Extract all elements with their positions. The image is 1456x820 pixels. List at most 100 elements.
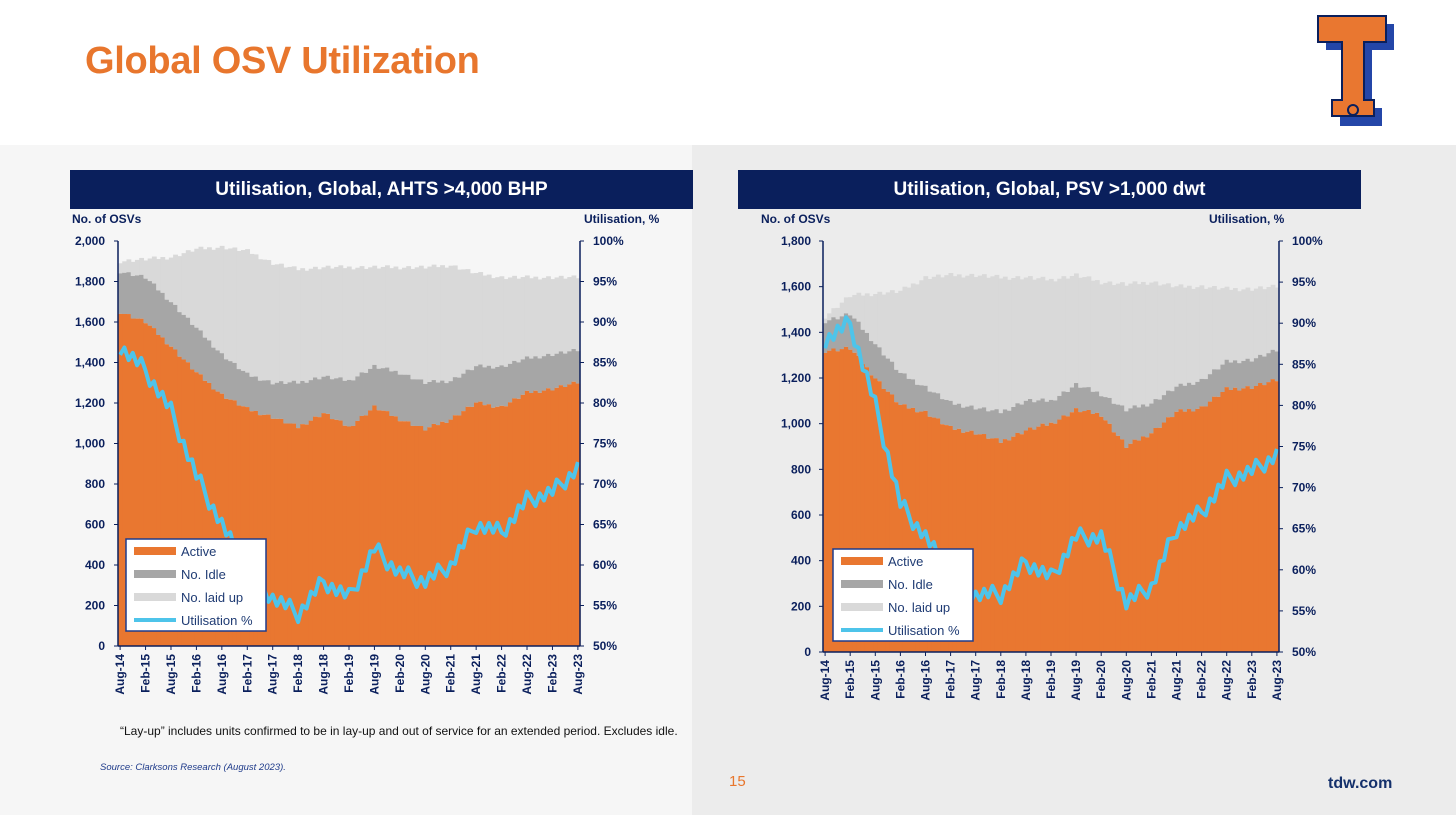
laid-up-bar [283, 267, 289, 384]
laid-up-bar [168, 257, 174, 303]
laid-up-bar [1023, 277, 1029, 401]
idle-bar [363, 372, 369, 416]
laid-up-bar [852, 294, 858, 319]
y-tick-label: 1,200 [781, 371, 811, 385]
active-bar [410, 425, 416, 646]
active-bar [550, 390, 556, 646]
idle-bar [185, 317, 191, 363]
idle-bar [948, 400, 954, 426]
idle-bar [312, 377, 318, 417]
active-bar [998, 442, 1004, 652]
idle-bar [512, 360, 518, 399]
x-tick-label: Feb-18 [291, 654, 305, 693]
idle-bar [168, 302, 174, 347]
idle-bar [1128, 408, 1134, 444]
active-bar [1191, 411, 1196, 652]
active-bar [1186, 409, 1192, 652]
active-bar [994, 438, 1000, 652]
idle-bar [410, 379, 416, 426]
laid-up-bar [410, 268, 416, 380]
idle-bar [478, 364, 484, 402]
website-link[interactable]: tdw.com [1328, 775, 1393, 792]
idle-bar [1069, 387, 1075, 413]
active-bar [1011, 436, 1017, 652]
laid-up-bar [529, 278, 534, 359]
active-bar [1044, 425, 1050, 652]
x-tick-label: Feb-16 [893, 660, 907, 699]
active-bar [147, 325, 153, 646]
idle-bar [923, 385, 929, 411]
active-bar [440, 421, 445, 646]
idle-bar [927, 391, 933, 417]
idle-bar [1237, 363, 1242, 391]
active-bar [948, 425, 954, 652]
idle-bar [1078, 387, 1083, 413]
idle-bar [465, 369, 471, 407]
laid-up-bar [969, 273, 975, 406]
active-bar [160, 337, 166, 646]
idle-bar [1153, 399, 1159, 429]
laid-up-bar [915, 284, 920, 385]
y2-tick-label: 95% [1292, 275, 1316, 289]
active-bar [1140, 436, 1146, 652]
idle-bar [452, 377, 458, 416]
laid-up-bar [973, 277, 979, 410]
active-bar [202, 380, 208, 646]
laid-up-bar [977, 275, 983, 409]
laid-up-bar [558, 275, 564, 352]
laid-up-bar [452, 265, 458, 378]
laid-up-bar [300, 268, 306, 381]
idle-bar [296, 383, 301, 429]
idle-bar [490, 368, 496, 408]
idle-bar [1111, 403, 1117, 433]
laid-up-bar [1015, 276, 1021, 404]
idle-bar [956, 403, 962, 429]
laid-up-bar [1166, 283, 1171, 391]
active-bar [1182, 411, 1188, 652]
idle-bar [469, 370, 475, 407]
active-bar [516, 398, 522, 646]
idle-bar [385, 367, 390, 412]
laid-up-bar [563, 278, 568, 354]
laid-up-bar [823, 318, 828, 324]
y2-tick-label: 60% [593, 558, 617, 572]
idle-bar [1216, 369, 1222, 397]
idle-bar [1027, 399, 1033, 428]
idle-bar [835, 319, 841, 352]
laid-up-bar [351, 269, 356, 381]
idle-bar [118, 273, 123, 314]
idle-bar [1065, 392, 1071, 417]
y-tick-label: 200 [85, 599, 105, 613]
idle-bar [232, 362, 238, 401]
active-bar [228, 399, 234, 646]
laid-up-bar [848, 297, 853, 316]
active-bar [346, 426, 352, 646]
active-bar [177, 356, 183, 646]
active-bar [1128, 443, 1134, 652]
idle-bar [482, 367, 488, 406]
active-bar [1270, 379, 1276, 652]
idle-bar [440, 380, 445, 422]
laid-up-bar [1237, 291, 1242, 364]
idle-bar [435, 382, 441, 426]
idle-bar [1212, 369, 1217, 397]
laid-up-bar [1120, 282, 1125, 406]
x-tick-label: Feb-23 [1245, 660, 1259, 699]
laid-up-bar [575, 278, 581, 352]
active-bar [368, 410, 373, 646]
y2-tick-label: 95% [593, 275, 617, 289]
active-bar [823, 352, 828, 652]
active-bar [351, 425, 356, 646]
laid-up-bar [1232, 288, 1238, 361]
active-bar [977, 434, 983, 652]
active-bar [1166, 417, 1171, 652]
active-bar [291, 423, 297, 646]
idle-bar [558, 351, 564, 386]
active-bar [423, 430, 429, 646]
idle-bar [351, 380, 356, 426]
source-note: Source: Clarksons Research (August 2023)… [100, 762, 286, 773]
active-bar [877, 381, 883, 652]
active-bar [168, 346, 174, 646]
active-bar [223, 398, 229, 646]
active-bar [1245, 386, 1251, 652]
